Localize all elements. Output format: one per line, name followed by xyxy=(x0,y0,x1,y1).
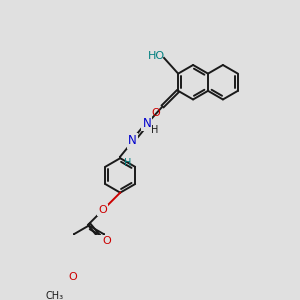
Text: O: O xyxy=(103,236,111,246)
Text: O: O xyxy=(69,272,78,282)
Text: CH₃: CH₃ xyxy=(45,291,64,300)
Text: O: O xyxy=(152,108,161,118)
Text: O: O xyxy=(99,205,107,215)
Text: N: N xyxy=(142,117,151,130)
Text: HO: HO xyxy=(148,51,165,62)
Text: H: H xyxy=(124,158,131,168)
Text: N: N xyxy=(128,134,137,148)
Text: H: H xyxy=(151,125,158,135)
